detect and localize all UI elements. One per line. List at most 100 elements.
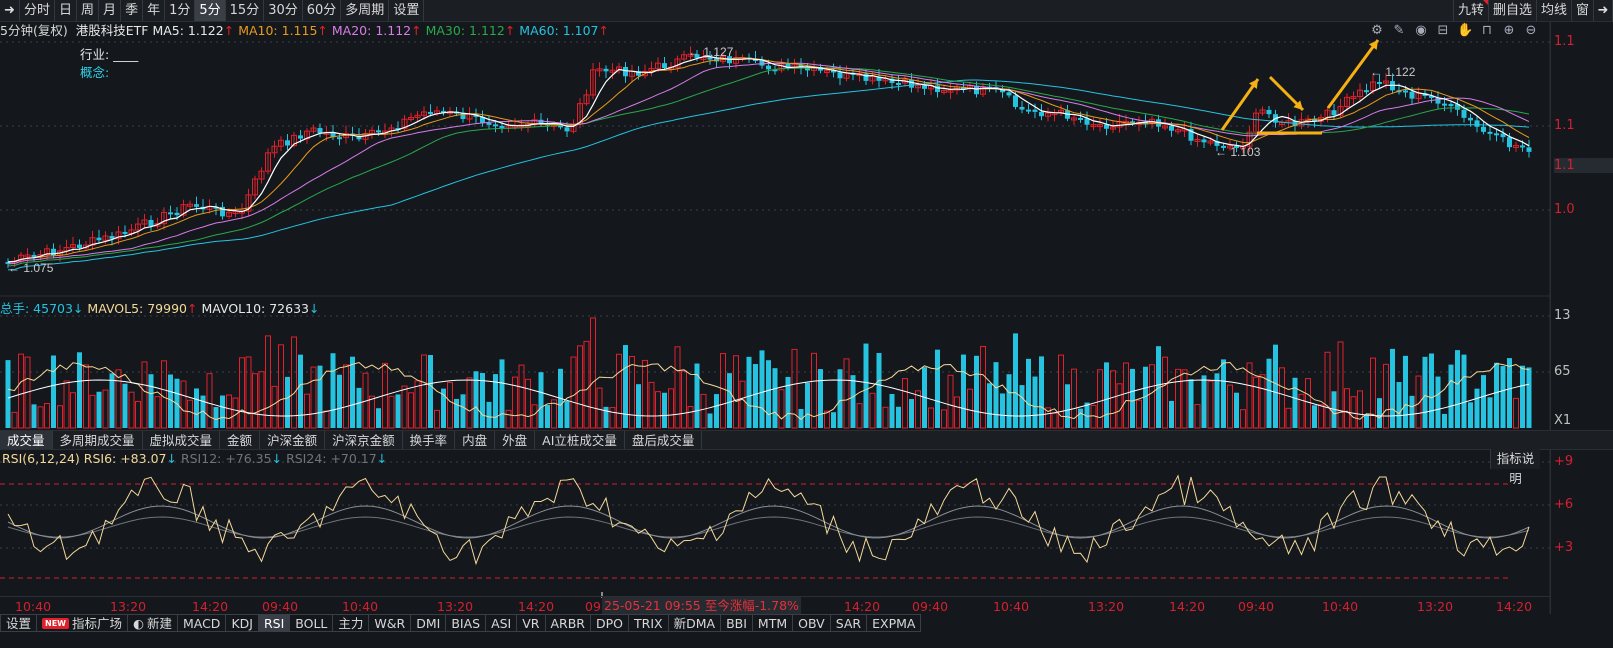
indicator-tab-MTM[interactable]: MTM — [752, 614, 794, 632]
volume-tab[interactable]: 成交量 — [0, 431, 53, 449]
volume-header: 总手: 45703↓ MAVOL5: 79990↑ MAVOL10: 72633… — [0, 298, 319, 317]
time-label: 14:20 — [844, 599, 881, 614]
indicator-tab-DPO[interactable]: DPO — [591, 614, 630, 632]
period-tab-1分[interactable]: 1分 — [165, 0, 196, 21]
indicator-tab-VR[interactable]: VR — [517, 614, 546, 632]
indicator-explain-button[interactable]: 指标说明 — [1490, 449, 1540, 486]
volume-tab[interactable]: 沪深金额 — [260, 431, 326, 449]
ma-value: MA10: 1.115 — [238, 23, 318, 38]
period-tab-设置[interactable]: 设置 — [389, 0, 425, 21]
up-arrow-icon: ↑ — [411, 23, 422, 38]
period-tab-15分[interactable]: 15分 — [226, 0, 265, 21]
period-tab-5分[interactable]: 5分 — [195, 0, 226, 21]
indicator-tab-EXPMA[interactable]: EXPMA — [867, 614, 922, 632]
indicator-tab-BIAS[interactable]: BIAS — [446, 614, 487, 632]
period-tab-60分[interactable]: 60分 — [303, 0, 342, 21]
volume-axis-label: 13 — [1554, 308, 1571, 323]
rsi-axis-label: +6 — [1554, 497, 1574, 512]
time-axis: 10:40 13:20 14:20 09:40 10:40 13:20 14:20 09:4 1… — [0, 596, 1550, 614]
volume-tab[interactable]: 多周期成交量 — [53, 431, 143, 449]
rsi-axis-label: +3 — [1554, 540, 1574, 555]
time-label: 13:20 — [110, 599, 147, 614]
volume-tabs: 成交量 多周期成交量 虚拟成交量 金额 沪深金额 沪深京金额 换手率 内盘 外盘 AI立桩成交量盘… — [0, 430, 1613, 450]
period-tab-月[interactable]: 月 — [99, 0, 122, 21]
price-axis-label: 1.1 — [1554, 34, 1575, 49]
ma-value: MA5: 1.122 — [152, 23, 224, 38]
indicator-tab-ASI[interactable]: ASI — [486, 614, 518, 632]
volume-tab[interactable]: AI立桩成交量 — [535, 431, 625, 449]
price-annotation: ← 1.127 — [688, 45, 734, 59]
indicator-tab-MACD[interactable]: MACD — [177, 614, 227, 632]
toolbox-icon[interactable]: ⊟ — [1437, 23, 1449, 38]
volume-tab[interactable]: 沪深京金额 — [325, 431, 403, 449]
indicator-tab-新DMA[interactable]: 新DMA — [668, 614, 722, 632]
volume-tab[interactable]: 金额 — [220, 431, 261, 449]
toolbar-button-删自选[interactable]: 删自选 — [1487, 0, 1536, 21]
period-tab-多周期[interactable]: 多周期 — [341, 0, 390, 21]
volume-axis-label: 65 — [1554, 364, 1571, 379]
up-arrow-icon: ↑ — [317, 23, 328, 38]
volume-tab[interactable]: 内盘 — [455, 431, 496, 449]
up-arrow-icon: ↑ — [187, 301, 198, 316]
volume-tab[interactable]: 换手率 — [403, 431, 456, 449]
time-label: 13:20 — [437, 599, 474, 614]
indicator-tab-BBI[interactable]: BBI — [721, 614, 753, 632]
hand-icon[interactable]: ✋ — [1457, 23, 1474, 38]
zoom-out-icon[interactable]: ⊖ — [1525, 23, 1537, 38]
period-tab-季[interactable]: 季 — [121, 0, 144, 21]
time-label: 14:20 — [518, 599, 555, 614]
security-meta: 行业: ____ 概念: — [80, 46, 138, 82]
indicator-tab-主力[interactable]: 主力 — [333, 614, 370, 632]
toolbar-button-九转[interactable]: 九转 — [1452, 0, 1488, 21]
new-indicator-label: 新建 — [146, 615, 172, 631]
toolbar-button-均线[interactable]: 均线 — [1535, 0, 1571, 21]
period-tab-日[interactable]: 日 — [55, 0, 78, 21]
toolbar-button-窗[interactable]: 窗 — [1570, 0, 1593, 21]
pen-icon[interactable]: ✎ — [1393, 23, 1405, 38]
time-label: 09:40 — [912, 599, 949, 614]
zoom-in-icon[interactable]: ⊕ — [1503, 23, 1515, 38]
volume-tab[interactable]: 外盘 — [495, 431, 536, 449]
price-axis-label: 1.1 — [1554, 118, 1575, 133]
gear-icon[interactable]: ⚙ — [1371, 23, 1383, 38]
down-arrow-icon: ↓ — [72, 301, 84, 316]
crosshair-tooltip: 25-05-21 09:55 至今涨幅-1.78% — [602, 597, 801, 614]
ma-value: MA60: 1.107 — [519, 23, 599, 38]
period-tab-年[interactable]: 年 — [143, 0, 166, 21]
time-label: 14:20 — [1496, 599, 1533, 614]
indicator-tab-KDJ[interactable]: KDJ — [226, 614, 259, 632]
rsi24-value: RSI24: +70.17 — [286, 451, 377, 466]
eye-icon[interactable]: ◉ — [1415, 23, 1427, 38]
indicator-tab-ARBR[interactable]: ARBR — [545, 614, 591, 632]
indicator-square-button[interactable]: NEW 指标广场 — [37, 614, 129, 632]
collapse-icon[interactable]: ➜ — [0, 0, 20, 21]
time-label: 14:20 — [192, 599, 229, 614]
indicator-tab-DMI[interactable]: DMI — [411, 614, 447, 632]
up-arrow-icon: ↑ — [598, 23, 609, 38]
period-tab-分时[interactable]: 分时 — [20, 0, 56, 21]
new-badge: NEW — [42, 617, 69, 629]
settings-button[interactable]: 设置 — [0, 614, 38, 632]
time-label: 13:20 — [1088, 599, 1125, 614]
rsi-title: RSI(6,12,24) — [2, 451, 80, 466]
period-tab-周[interactable]: 周 — [77, 0, 100, 21]
time-label: 14:20 — [1169, 599, 1206, 614]
price-axis-label: 1.0 — [1554, 202, 1575, 217]
period-tab-30分[interactable]: 30分 — [264, 0, 303, 21]
expand-icon[interactable]: ➜ — [1593, 0, 1613, 21]
volume-tab[interactable]: 盘后成交量 — [625, 431, 703, 449]
rsi12-value: RSI12: +76.35 — [180, 451, 272, 466]
lock-icon[interactable]: ⊓ — [1481, 23, 1493, 38]
time-label: 09:40 — [262, 599, 299, 614]
indicator-tab-TRIX[interactable]: TRIX — [629, 614, 669, 632]
new-indicator-button[interactable]: ◐ 新建 — [128, 614, 178, 632]
chart-tools: ⚙ ✎ ◉ ⊟ ✋ ⊓ ⊕ ⊖ — [1369, 23, 1539, 38]
volume-tab[interactable]: 虚拟成交量 — [143, 431, 221, 449]
kline-chart[interactable]: ← 1.075 ← 1.127 ← 1.103 ← 1.122 — [0, 0, 1550, 614]
up-arrow-icon: ↑ — [223, 23, 235, 38]
indicator-tab-OBV[interactable]: OBV — [793, 614, 831, 632]
indicator-tab-BOLL[interactable]: BOLL — [290, 614, 334, 632]
indicator-tab-W&R[interactable]: W&R — [369, 614, 412, 632]
indicator-tab-SAR[interactable]: SAR — [830, 614, 868, 632]
indicator-tab-RSI[interactable]: RSI — [258, 614, 291, 632]
